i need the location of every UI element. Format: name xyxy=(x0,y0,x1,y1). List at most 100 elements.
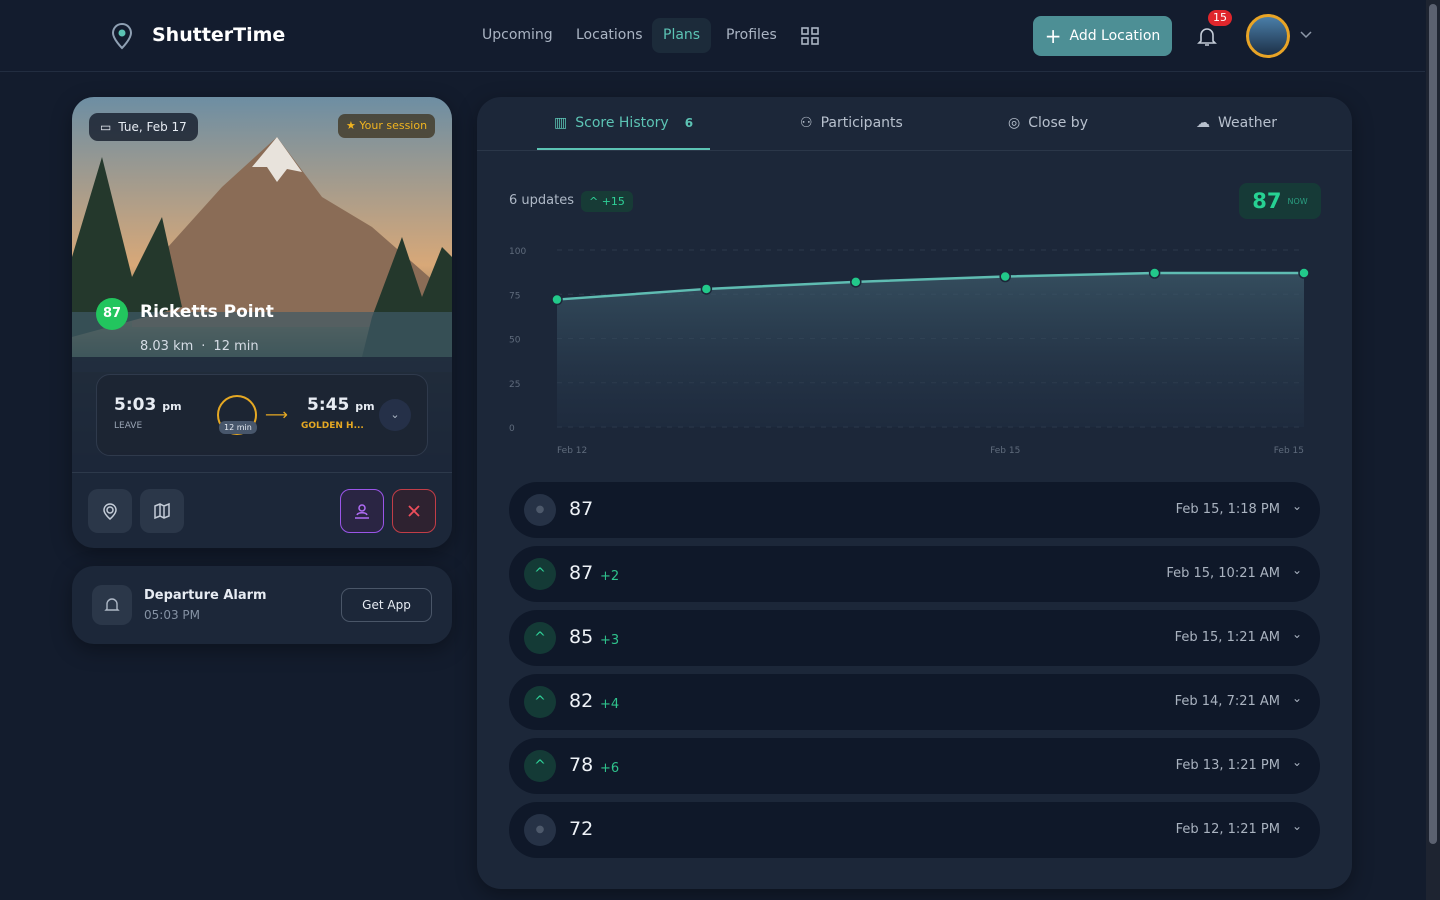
score: 87 xyxy=(1252,189,1282,213)
score: 72 xyxy=(569,818,594,840)
score: 85 xyxy=(569,626,594,648)
expand-button[interactable]: ⌄ xyxy=(379,399,411,431)
tab-count: 6 xyxy=(684,116,694,130)
arrow: ⟶ xyxy=(265,405,288,424)
people-icon: ⚇ xyxy=(800,115,813,131)
chevron: ⌄ xyxy=(1291,691,1302,705)
leave-label: LEAVE xyxy=(114,421,143,431)
cancel-button[interactable] xyxy=(392,489,436,533)
alarm-time: 05:03 PM xyxy=(144,608,200,622)
delta: +15 xyxy=(601,195,625,208)
time: 5:03 xyxy=(114,395,157,415)
leave-time: 5:03 pm xyxy=(114,395,182,415)
trend-icon: ^ xyxy=(524,558,556,590)
nav-link[interactable]: Profiles xyxy=(726,27,777,43)
divider xyxy=(72,472,452,473)
tab-label: Weather xyxy=(1218,115,1277,131)
pin-icon: ◎ xyxy=(1008,115,1021,131)
trend-icon: ^ xyxy=(524,750,556,782)
map-button[interactable] xyxy=(140,489,184,533)
timestamp: Feb 15, 1:18 PM xyxy=(1175,502,1280,517)
tab-divider xyxy=(477,150,1352,151)
duration: 12 min xyxy=(213,339,259,354)
arrive-time: 5:45 pm xyxy=(307,395,375,415)
tab-label: Score History xyxy=(575,115,669,131)
tab[interactable]: ☁ Weather xyxy=(1196,97,1277,150)
suffix: pm xyxy=(355,400,375,413)
score: 87 xyxy=(569,562,594,584)
alarm-title: Departure Alarm xyxy=(144,588,267,603)
score: 78 xyxy=(569,754,594,776)
arrive-label: GOLDEN H... xyxy=(301,421,364,431)
timestamp: Feb 13, 1:21 PM xyxy=(1175,758,1280,773)
get-app-button[interactable]: Get App xyxy=(341,588,432,622)
time: 5:45 xyxy=(307,395,350,415)
score: 82 xyxy=(569,690,594,712)
point xyxy=(700,283,713,295)
share-button[interactable] xyxy=(340,489,384,533)
badge-text: Your session xyxy=(359,119,428,132)
location-name[interactable]: Ricketts Point xyxy=(140,302,274,322)
timestamp: Feb 14, 7:21 AM xyxy=(1174,694,1280,709)
timestamp: Feb 15, 10:21 AM xyxy=(1166,566,1280,581)
now-label: NOW xyxy=(1287,196,1308,206)
timeline: 5:03 pm LEAVE 12 min ⟶ 5:45 pm GOLDEN H.… xyxy=(96,374,428,456)
map-pin-button[interactable] xyxy=(88,489,132,533)
point xyxy=(850,276,862,288)
trend-icon: ^ xyxy=(524,686,556,718)
y-tick-label: 100 xyxy=(509,247,526,257)
chevron: ⌄ xyxy=(1291,563,1302,577)
tab[interactable]: ▥ Score History 6 xyxy=(554,97,693,150)
y-tick-label: 75 xyxy=(509,291,520,301)
point xyxy=(1298,267,1310,279)
chevron[interactable] xyxy=(1300,31,1312,39)
alarm-icon xyxy=(92,585,132,625)
travel-icon xyxy=(217,395,257,435)
brand[interactable]: ShutterTime xyxy=(152,24,286,46)
history-row[interactable]: ● 72 Feb 12, 1:21 PM ⌄ xyxy=(509,802,1320,858)
history-row[interactable]: ● 87 Feb 15, 1:18 PM ⌄ xyxy=(509,482,1320,538)
score-badge: 87 xyxy=(96,298,128,330)
point xyxy=(999,270,1011,283)
apps-icon[interactable] xyxy=(801,27,819,45)
current-score: 87 NOW xyxy=(1239,183,1321,219)
y-tick-label: 25 xyxy=(509,380,520,390)
updates-count: 6 updates xyxy=(509,193,574,208)
nav-link[interactable]: Plans xyxy=(652,18,712,53)
notification-badge: 15 xyxy=(1208,10,1232,26)
tab[interactable]: ⚇ Participants xyxy=(800,97,903,150)
bell-icon[interactable] xyxy=(1196,25,1218,47)
alarm-card: Departure Alarm 05:03 PM Get App xyxy=(72,566,452,644)
history-row[interactable]: ^ 78 +6 Feb 13, 1:21 PM ⌄ xyxy=(509,738,1320,794)
nav-link[interactable]: Locations xyxy=(576,27,643,43)
history-row[interactable]: ^ 82 +4 Feb 14, 7:21 AM ⌄ xyxy=(509,674,1320,730)
tab[interactable]: ◎ Close by xyxy=(1008,97,1088,150)
line xyxy=(556,271,1304,301)
distance: 8.03 km xyxy=(140,339,194,354)
delta: +2 xyxy=(600,569,620,584)
plus-icon: + xyxy=(1044,24,1062,48)
chevron: ⌄ xyxy=(1291,819,1302,833)
date-chip: ▭ Tue, Feb 17 xyxy=(89,113,198,141)
date: Tue, Feb 17 xyxy=(118,120,187,134)
session-badge: ★ Your session xyxy=(338,114,436,138)
delta: +4 xyxy=(600,697,620,712)
nav-link[interactable]: Upcoming xyxy=(482,27,553,43)
header: ShutterTime Upcoming Locations Plans Pro… xyxy=(0,0,1425,72)
x-tick-label: Feb 15 xyxy=(1274,446,1304,456)
travel-time: 12 min xyxy=(219,421,257,434)
delta: +3 xyxy=(600,633,620,648)
y-tick-label: 50 xyxy=(509,336,521,346)
timestamp: Feb 15, 1:21 AM xyxy=(1174,630,1280,645)
add-location-button[interactable]: + Add Location xyxy=(1033,16,1172,56)
x-tick-label: Feb 15 xyxy=(990,446,1020,456)
history-row[interactable]: ^ 87 +2 Feb 15, 10:21 AM ⌄ xyxy=(509,546,1320,602)
history-row[interactable]: ^ 85 +3 Feb 15, 1:21 AM ⌄ xyxy=(509,610,1320,666)
delta-chip: ^ +15 xyxy=(581,191,633,212)
trip-info: 8.03 km · 12 min xyxy=(140,339,259,354)
score-chart: 0 25 50 75 100 Feb 12 Feb 15 Feb 15 xyxy=(509,247,1310,456)
avatar[interactable] xyxy=(1246,14,1290,58)
chevron: ⌄ xyxy=(1291,499,1302,513)
button-label: Add Location xyxy=(1069,28,1161,44)
